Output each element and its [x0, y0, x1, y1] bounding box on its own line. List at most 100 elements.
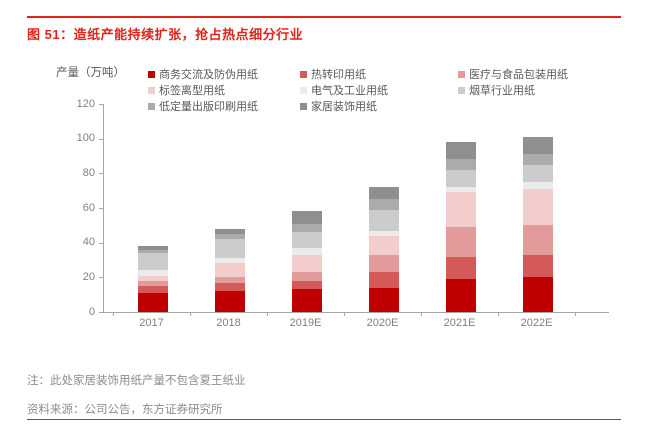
bar-segment	[445, 256, 476, 280]
bar-segment	[291, 272, 322, 281]
bar-segment	[445, 159, 476, 170]
bar-segment	[214, 258, 245, 264]
x-tick-mark	[344, 313, 345, 316]
x-tick-label: 2020E	[366, 317, 399, 329]
plot-area	[103, 104, 609, 313]
y-tick-mark	[99, 242, 103, 244]
legend-swatch-icon	[300, 102, 307, 110]
bar-segment	[137, 253, 168, 271]
legend-label: 烟草行业用纸	[469, 85, 535, 97]
bar-segment	[291, 211, 322, 224]
x-tick-mark	[575, 313, 576, 316]
legend-swatch-icon	[300, 86, 307, 94]
legend-item: 热转印用纸	[300, 66, 458, 82]
bar-segment	[368, 235, 399, 255]
bar-segment	[291, 289, 322, 312]
bar-segment	[445, 187, 476, 193]
bar-segment	[368, 230, 399, 236]
bar-segment	[368, 187, 399, 200]
y-tick-mark	[99, 312, 103, 313]
bar-segment	[137, 249, 168, 254]
x-tick-mark	[113, 313, 114, 316]
legend-item: 家居装饰用纸	[300, 98, 458, 114]
legend-item: 烟草行业用纸	[458, 82, 628, 98]
legend-swatch-icon	[148, 102, 155, 110]
legend-label: 商务交流及防伪用纸	[159, 69, 258, 81]
x-tick-mark	[421, 313, 422, 316]
legend-item: 低定量出版印刷用纸	[148, 98, 300, 114]
bar-segment	[445, 192, 476, 228]
y-tick-label: 100	[76, 132, 95, 145]
y-tick-label: 80	[82, 166, 95, 179]
bar-segment	[137, 270, 168, 276]
figure-source: 资料来源：公司公告，东方证券研究所	[27, 404, 223, 416]
bar-segment	[214, 228, 245, 234]
legend-swatch-icon	[148, 86, 155, 94]
bar-segment	[291, 280, 322, 290]
legend-item: 医疗与食品包装用纸	[458, 66, 628, 82]
x-tick-mark	[267, 313, 268, 316]
bar-segment	[522, 277, 553, 312]
y-tick-label: 60	[82, 201, 95, 214]
bar-segment	[214, 234, 245, 240]
y-tick-mark	[99, 208, 103, 209]
bottom-divider	[27, 419, 621, 420]
legend-swatch-icon	[148, 70, 155, 78]
legend-label: 医疗与食品包装用纸	[469, 69, 568, 81]
figure-title: 图 51：造纸产能持续扩张，抢占热点细分行业	[27, 27, 304, 42]
bar-segment	[368, 209, 399, 231]
bar-segment	[137, 275, 168, 281]
figure-note: 注：此处家居装饰用纸产量不包含夏王纸业	[27, 375, 246, 387]
legend-swatch-icon	[458, 86, 465, 94]
y-tick-label: 0	[88, 305, 95, 318]
y-tick-mark	[99, 173, 103, 175]
y-tick-label: 20	[82, 270, 95, 283]
x-tick-label: 2021E	[443, 317, 476, 329]
legend-item: 商务交流及防伪用纸	[148, 66, 300, 82]
bar-segment	[214, 282, 245, 292]
bar-segment	[291, 254, 322, 273]
bar-segment	[368, 287, 399, 312]
y-tick-mark	[99, 138, 103, 140]
x-tick-label: 2018	[216, 317, 241, 329]
bar-segment	[522, 182, 553, 189]
bar-segment	[522, 254, 553, 278]
bar-segment	[522, 136, 553, 155]
legend-label: 家居装饰用纸	[311, 101, 377, 113]
bar-segment	[522, 188, 553, 226]
bar-segment	[137, 280, 168, 286]
bar-segment	[291, 232, 322, 248]
bar-segment	[445, 279, 476, 312]
chart-legend: 商务交流及防伪用纸 热转印用纸 医疗与食品包装用纸标签离型用纸 电气及工业用纸 烟草行业…	[148, 66, 628, 114]
y-tick-label: 40	[82, 236, 95, 249]
x-tick-label: 2017	[139, 317, 164, 329]
bar-segment	[214, 263, 245, 278]
legend-label: 电气及工业用纸	[311, 85, 388, 97]
bar-segment	[137, 246, 168, 250]
y-tick-mark	[99, 277, 103, 279]
y-tick-mark	[99, 104, 103, 105]
bar-segment	[214, 239, 245, 259]
bar-segment	[137, 286, 168, 293]
y-tick-label: 120	[76, 97, 95, 110]
bar-segment	[445, 142, 476, 160]
bar-segment	[214, 291, 245, 312]
legend-swatch-icon	[458, 70, 465, 78]
bar-segment	[137, 292, 168, 312]
bar-segment	[214, 277, 245, 283]
legend-label: 标签离型用纸	[159, 85, 225, 97]
legend-item: 标签离型用纸	[148, 82, 300, 98]
y-axis-label: 产量（万吨）	[56, 67, 125, 79]
x-tick-mark	[498, 313, 499, 316]
bar-segment	[522, 225, 553, 255]
bar-segment	[291, 223, 322, 233]
bar-segment	[368, 199, 399, 210]
legend-swatch-icon	[300, 70, 307, 78]
x-tick-mark	[190, 313, 191, 316]
legend-label: 热转印用纸	[311, 69, 366, 81]
bar-segment	[368, 272, 399, 288]
top-divider	[27, 16, 621, 18]
legend-item: 电气及工业用纸	[300, 82, 458, 98]
bar-segment	[445, 169, 476, 188]
